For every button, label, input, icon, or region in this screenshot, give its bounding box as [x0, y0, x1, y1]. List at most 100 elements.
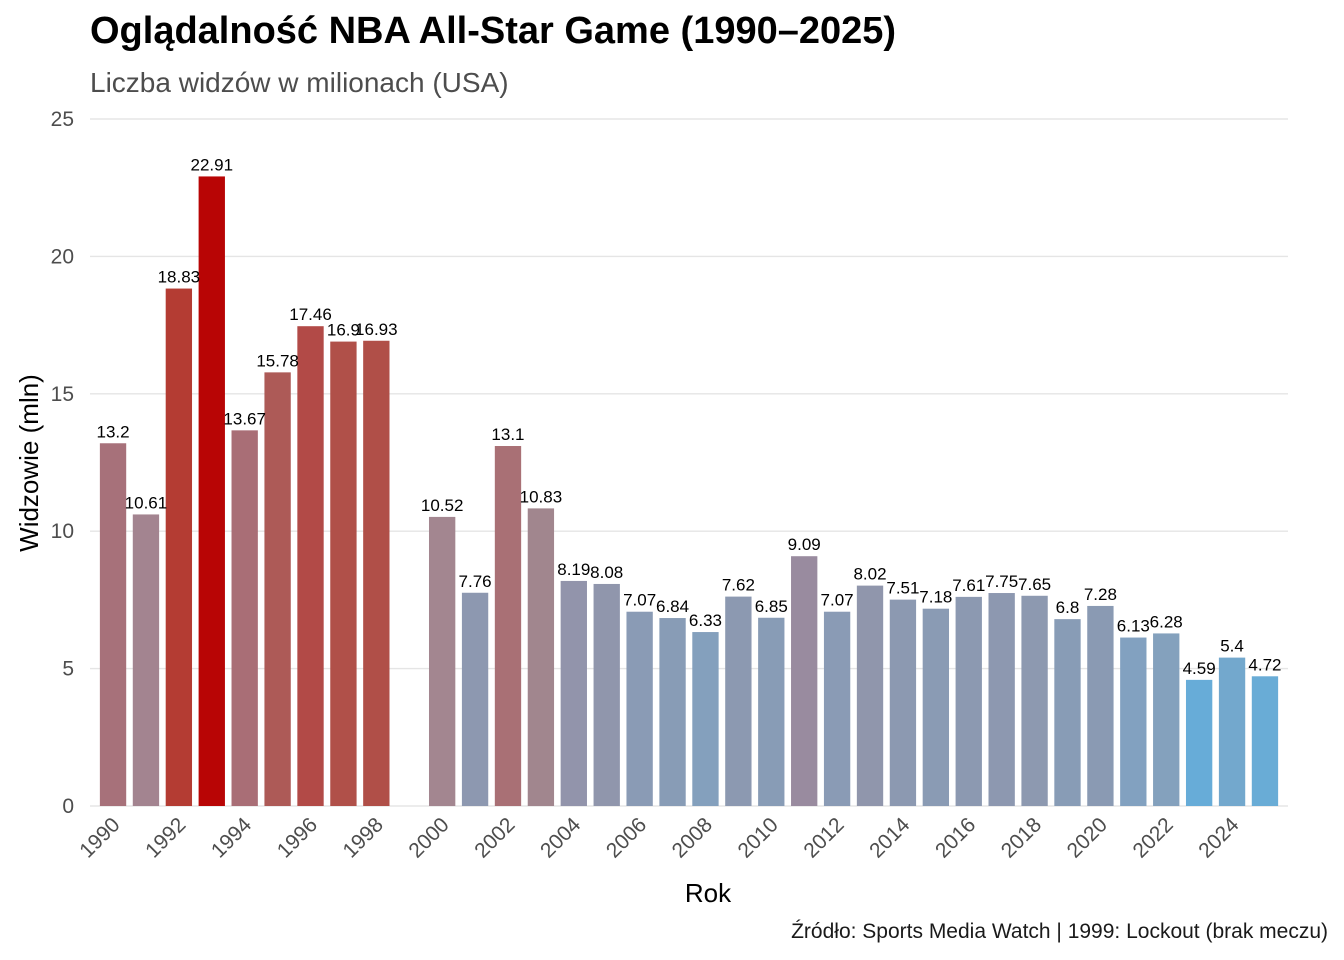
bar-1997 — [330, 341, 357, 806]
bar-2008 — [692, 632, 719, 806]
y-axis-ticks: 0 5 10 15 20 25 — [51, 108, 74, 818]
bar-1995 — [264, 372, 291, 806]
data-label-2004: 8.19 — [557, 560, 590, 579]
x-tick-label: 2002 — [470, 813, 519, 862]
y-tick-label: 0 — [62, 795, 74, 818]
data-label-2018: 7.65 — [1018, 575, 1051, 594]
bar-2006 — [626, 611, 653, 806]
bar-1994 — [231, 430, 258, 806]
bar-2016 — [955, 596, 982, 806]
x-tick-label: 2016 — [931, 813, 980, 862]
data-label-2012: 7.07 — [821, 591, 854, 610]
x-tick-label: 2024 — [1194, 813, 1244, 863]
bar-2013 — [856, 585, 884, 806]
data-label-2003: 10.83 — [520, 487, 563, 506]
x-tick-label: 2004 — [536, 813, 586, 863]
x-axis-ticks: 1990 1992 1994 1996 1998 2000 2002 2004 2006 2008… — [75, 813, 1244, 863]
data-label-2017: 7.75 — [985, 572, 1018, 591]
bar-2022 — [1153, 633, 1180, 806]
bar-2020 — [1087, 605, 1114, 806]
y-tick-label: 20 — [51, 245, 74, 268]
data-label-2000: 10.52 — [421, 496, 464, 515]
data-label-2022: 6.28 — [1150, 612, 1183, 631]
data-label-2005: 8.08 — [590, 563, 623, 582]
bar-2018 — [1021, 595, 1048, 806]
bar-2015 — [922, 608, 950, 806]
bar-2009 — [725, 596, 752, 806]
data-label-1998: 16.93 — [355, 320, 398, 339]
data-label-1995: 15.78 — [256, 351, 299, 370]
data-label-2008: 6.33 — [689, 611, 722, 630]
x-tick-label: 1998 — [339, 813, 388, 862]
data-label-1993: 22.91 — [191, 155, 234, 174]
bar-1996 — [297, 326, 324, 806]
bar-2021 — [1120, 637, 1147, 806]
bar-2025 — [1251, 676, 1279, 806]
data-label-1996: 17.46 — [289, 305, 332, 324]
data-label-2013: 8.02 — [853, 565, 886, 584]
data-label-1992: 18.83 — [158, 268, 201, 287]
data-label-2021: 6.13 — [1117, 617, 1150, 636]
data-label-2023: 4.59 — [1183, 659, 1216, 678]
x-tick-label: 2006 — [602, 813, 651, 862]
bar-2003 — [527, 508, 555, 806]
x-axis-label: Rok — [685, 878, 732, 908]
data-label-2007: 6.84 — [656, 597, 689, 616]
data-label-2015: 7.18 — [919, 588, 952, 607]
bar-2023 — [1185, 679, 1213, 806]
bar-2002 — [494, 446, 522, 806]
data-label-2025: 4.72 — [1248, 655, 1281, 674]
chart-subtitle: Liczba widzów w milionach (USA) — [90, 67, 509, 98]
data-label-1994: 13.67 — [223, 409, 266, 428]
data-label-2024: 5.4 — [1220, 637, 1244, 656]
x-tick-label: 2018 — [997, 813, 1046, 862]
data-labels: 13.2 10.61 18.83 22.91 13.67 15.78 17.4616.916… — [96, 155, 1281, 677]
x-tick-label: 2010 — [734, 813, 783, 862]
x-tick-label: 1992 — [141, 813, 190, 862]
data-label-2006: 7.07 — [623, 591, 656, 610]
data-label-1991: 10.61 — [125, 493, 168, 512]
y-tick-label: 5 — [62, 658, 74, 681]
y-tick-label: 10 — [51, 520, 74, 543]
x-tick-label: 2008 — [668, 813, 717, 862]
chart-caption: Źródło: Sports Media Watch | 1999: Locko… — [791, 920, 1328, 943]
bar-2011 — [791, 556, 818, 806]
bar-2014 — [889, 599, 917, 806]
data-label-2001: 7.76 — [459, 572, 492, 591]
bar-2010 — [758, 617, 785, 806]
data-label-2014: 7.51 — [886, 579, 919, 598]
chart-title: Oglądalność NBA All-Star Game (1990–2025… — [90, 10, 897, 52]
bar-1998 — [363, 340, 390, 806]
data-label-2002: 13.1 — [491, 425, 524, 444]
y-axis-label: Widzowie (mln) — [14, 374, 44, 552]
bar-2001 — [461, 592, 489, 806]
x-tick-label: 1990 — [75, 813, 124, 862]
bar-2000 — [428, 516, 456, 806]
bar-2012 — [823, 611, 851, 806]
bar-1992 — [165, 288, 193, 806]
bar-1993 — [198, 176, 225, 806]
data-label-1990: 13.2 — [96, 422, 129, 441]
bars — [99, 176, 1279, 806]
data-label-2010: 6.85 — [755, 597, 788, 616]
data-label-2011: 9.09 — [788, 535, 821, 554]
x-tick-label: 2014 — [865, 813, 915, 863]
bar-1991 — [132, 514, 160, 806]
data-label-1997: 16.9 — [327, 321, 360, 340]
data-label-2019: 6.8 — [1056, 598, 1080, 617]
data-label-2016: 7.61 — [952, 576, 985, 595]
bar-2019 — [1054, 619, 1081, 806]
x-tick-label: 2022 — [1128, 813, 1177, 862]
x-tick-label: 2012 — [799, 813, 848, 862]
bar-2007 — [659, 618, 686, 806]
x-tick-label: 1996 — [273, 813, 322, 862]
x-tick-label: 2020 — [1063, 813, 1112, 862]
x-tick-label: 2000 — [404, 813, 453, 862]
bar-2005 — [593, 583, 620, 806]
bar-1990 — [99, 443, 127, 806]
y-tick-label: 25 — [51, 108, 74, 131]
data-label-2020: 7.28 — [1084, 585, 1117, 604]
x-tick-label: 1994 — [207, 813, 257, 863]
data-label-2009: 7.62 — [722, 576, 755, 595]
